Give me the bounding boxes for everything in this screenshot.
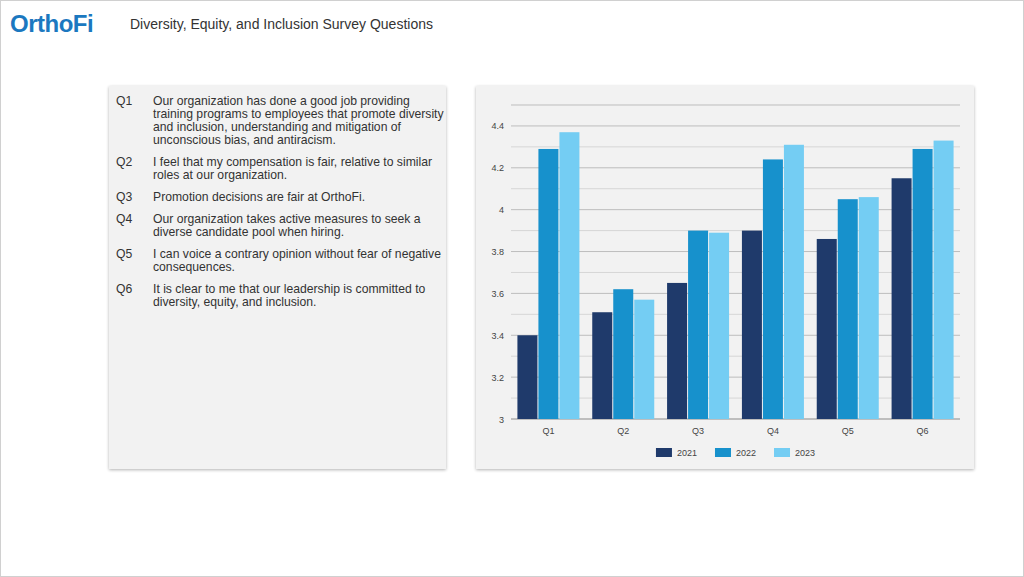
bar [784,145,804,419]
question-id: Q3 [116,191,153,204]
question-text: Promotion decisions are fair at OrthoFi. [153,191,445,204]
grid-line [511,125,960,126]
question: Q5I can voice a contrary opinion without… [116,248,446,274]
legend-label: 2023 [795,448,815,458]
bar [859,197,879,419]
bars [517,132,953,419]
question-id: Q5 [116,248,153,274]
question-id: Q6 [116,283,153,309]
question-text: I can voice a contrary opinion without f… [153,248,445,274]
bar [538,149,558,419]
range-top-line [511,105,960,106]
bar [688,231,708,419]
question: Q2I feel that my compensation is fair, r… [116,156,446,182]
y-tick-label: 4.4 [491,121,504,131]
title: Diversity, Equity, and Inclusion Survey … [130,16,433,32]
question-text: It is clear to me that our leadership is… [153,283,445,309]
bar [613,289,633,419]
bar [934,141,954,419]
bar [817,239,837,419]
question-id: Q2 [116,156,153,182]
bar [838,199,858,419]
bar [634,300,654,419]
legend-swatch [774,448,790,457]
y-tick-label: 3.8 [491,247,504,257]
bar [742,231,762,419]
question-text: Our organization has done a good job pro… [153,95,445,147]
logo: OrthoFi [10,10,93,38]
question-text: Our organization takes active measures t… [153,213,445,239]
bar [913,149,933,419]
chart: 3 3.2 3.4 3.6 3.8 4 4.2 4.4 Q1 Q2 Q3 Q4 Q5 Q6 2021 2022… [476,86,974,469]
questions-list: Q1Our organization has done a good job p… [109,86,446,309]
x-tick-label: Q4 [767,426,779,436]
y-tick-label: 3 [499,415,504,425]
bar [559,132,579,419]
question: Q6It is clear to me that our leadership … [116,283,446,309]
questions-panel: Q1Our organization has done a good job p… [109,86,446,469]
bar [517,335,537,419]
y-tick-label: 3.2 [491,373,504,383]
grid [511,105,960,419]
bar [892,178,912,419]
question-id: Q4 [116,213,153,239]
bar [592,312,612,419]
legend-label: 2022 [736,448,756,458]
question: Q1Our organization has done a good job p… [116,95,446,147]
bar [763,159,783,419]
question-text: I feel that my compensation is fair, rel… [153,156,445,182]
chart-panel: 3 3.2 3.4 3.6 3.8 4 4.2 4.4 Q1 Q2 Q3 Q4 Q5 Q6 2021 2022… [476,86,974,469]
x-tick-label: Q6 [917,426,929,436]
y-tick-label: 4 [499,205,504,215]
y-tick-label: 4.2 [491,163,504,173]
question-id: Q1 [116,95,153,147]
x-tick-label: Q1 [542,426,554,436]
legend-label: 2021 [677,448,697,458]
y-tick-label: 3.4 [491,331,504,341]
y-tick-label: 3.6 [491,289,504,299]
x-tick-label: Q3 [692,426,704,436]
legend: 2021 2022 2023 [656,448,815,458]
legend-swatch [715,448,731,457]
legend-swatch [656,448,672,457]
bar [667,283,687,419]
bar [709,233,729,419]
x-tick-label: Q5 [842,426,854,436]
x-tick-label: Q2 [617,426,629,436]
question: Q3Promotion decisions are fair at OrthoF… [116,191,446,204]
question: Q4Our organization takes active measures… [116,213,446,239]
